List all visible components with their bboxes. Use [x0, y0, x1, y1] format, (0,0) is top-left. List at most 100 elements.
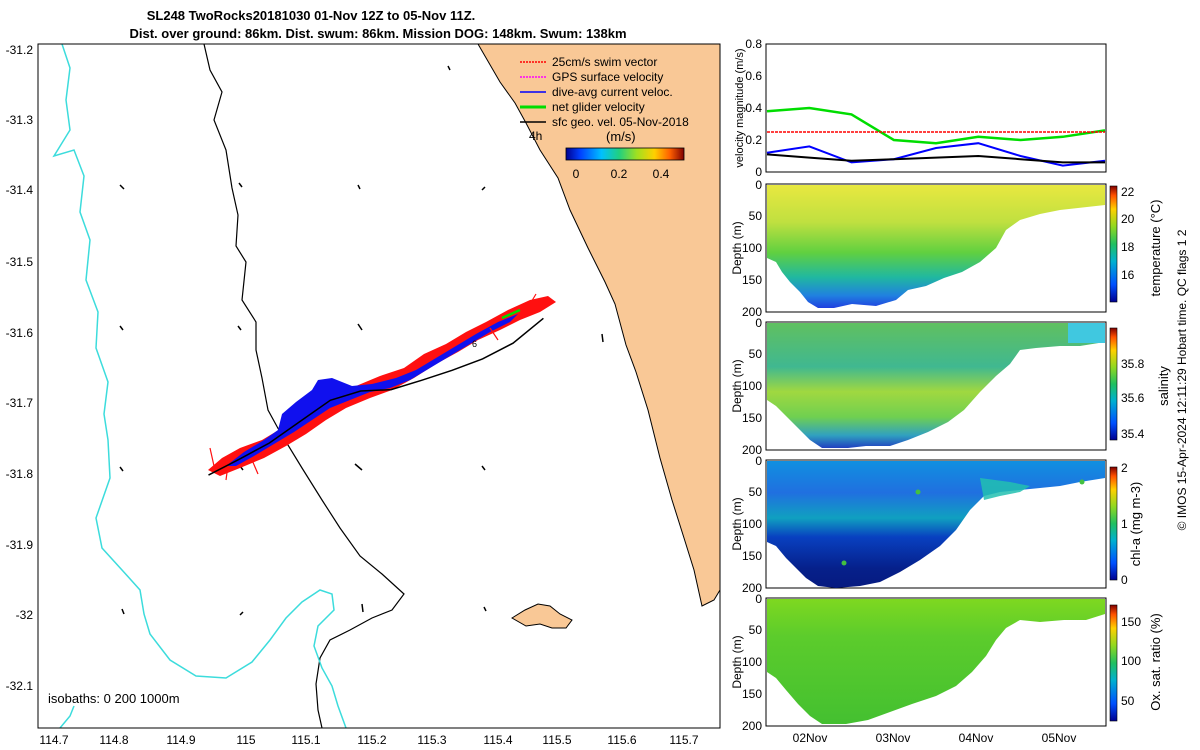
salinity-y-tick: 50 — [749, 347, 763, 361]
oxygen-cb-label: Ox. sat. ratio (%) — [1148, 613, 1163, 711]
legend-label-dive-avg: dive-avg current veloc. — [552, 85, 673, 99]
map-y-tick: -31.6 — [6, 326, 34, 340]
salinity-y-tick: 150 — [742, 411, 762, 425]
map-x-ticks: 114.7 114.8 114.9 115 115.1 115.2 115.3 … — [39, 733, 698, 747]
temperature-y-tick: 150 — [742, 273, 762, 287]
chla-cb-tick: 2 — [1121, 461, 1128, 475]
swim-vector-arrows — [209, 293, 537, 481]
oxygen-colorbar — [1109, 604, 1118, 722]
map-x-tick: 114.9 — [166, 733, 195, 747]
map-y-ticks: -31.2 -31.3 -31.4 -31.5 -31.6 -31.7 -31.… — [6, 43, 34, 693]
velocity-series-line — [766, 153, 1105, 164]
map-y-tick: -32 — [16, 608, 34, 622]
chla-cb-tick: 0 — [1121, 573, 1128, 587]
map-x-tick: 114.8 — [99, 733, 128, 747]
oxygen-y-tick: 0 — [755, 592, 762, 606]
colorbar-tick-0: 0 — [573, 167, 580, 181]
velocity-y-tick: 0.6 — [745, 69, 762, 83]
chla-cb-tick: 1 — [1121, 517, 1128, 531]
velocity-y-tick: 0.8 — [745, 37, 762, 51]
salinity-y-tick: 100 — [742, 379, 762, 393]
velocity-y-tick: 0.4 — [745, 101, 762, 115]
velocity-series-line — [766, 106, 1106, 145]
net-glider-vector — [501, 308, 521, 320]
isobath-note: isobaths: 0 200 1000m — [48, 691, 180, 706]
time-x-tick: 05Nov — [1042, 731, 1077, 745]
colorbar-tick-1: 0.2 — [611, 167, 628, 181]
legend-label-gps: GPS surface velocity — [552, 70, 663, 84]
temperature-ylabel: Depth (m) — [730, 221, 744, 274]
oxygen-cb-tick: 100 — [1121, 654, 1141, 668]
chla-point — [915, 489, 921, 495]
chla-panel: Depth (m) 0 50 100 150 200 2 1 0 chl-a (… — [730, 454, 1143, 595]
glider-marker-label: 6 — [472, 339, 477, 349]
island — [511, 603, 573, 629]
oxygen-cb-tick: 50 — [1121, 694, 1135, 708]
colorbar-unit: (m/s) — [606, 129, 636, 144]
oxygen-y-tick: 150 — [742, 687, 762, 701]
temperature-colorbar — [1109, 185, 1118, 303]
map-x-tick: 115.1 — [291, 733, 320, 747]
temperature-y-tick: 0 — [755, 178, 762, 192]
legend-label-net-glider: net glider velocity — [552, 100, 645, 114]
temperature-y-tick: 200 — [742, 305, 762, 319]
map-x-tick: 114.7 — [39, 733, 68, 747]
time-marker-label: 4h — [529, 129, 542, 143]
map-x-tick: 115.2 — [357, 733, 386, 747]
salinity-cb-tick: 35.8 — [1121, 357, 1145, 371]
legend-label-sfc-geo: sfc geo. vel. 05-Nov-2018 — [552, 115, 689, 129]
colorbar-tick-2: 0.4 — [653, 167, 670, 181]
chla-y-tick: 50 — [749, 485, 763, 499]
chla-colorbar — [1109, 466, 1118, 581]
temperature-cb-tick: 22 — [1121, 185, 1135, 199]
oxygen-panel: Depth (m) 0 50 100 150 200 150 100 50 Ox… — [730, 592, 1163, 733]
velocity-series — [766, 106, 1106, 167]
oxygen-cb-tick: 150 — [1121, 615, 1141, 629]
velocity-ylabel: velocity magnitude (m/s) — [734, 48, 746, 167]
title-line-2: Dist. over ground: 86km. Dist. swum: 86k… — [129, 26, 626, 41]
map-y-tick: -31.8 — [6, 467, 34, 481]
footer-credit: © IMOS 15-Apr-2024 12:11:29 Hobart time.… — [1175, 229, 1189, 530]
glider-track — [208, 317, 544, 476]
time-x-tick: 03Nov — [876, 731, 911, 745]
sfc-geo-vectors — [119, 65, 604, 616]
salinity-y-tick: 200 — [742, 443, 762, 457]
temperature-panel: Depth (m) 0 50 100 150 200 22 20 18 16 t… — [730, 178, 1163, 319]
time-x-ticks: 02Nov 03Nov 04Nov 05Nov — [793, 731, 1077, 745]
salinity-cb-label: salinity — [1156, 366, 1171, 406]
isobath-1000m — [52, 44, 347, 728]
land-coastline — [477, 44, 720, 607]
map-x-tick: 115.4 — [483, 733, 512, 747]
legend-label-swim: 25cm/s swim vector — [552, 55, 657, 69]
chla-point — [841, 560, 847, 566]
time-x-tick: 04Nov — [959, 731, 994, 745]
salinity-surface-patch — [1068, 323, 1105, 343]
title-line-1: SL248 TwoRocks20181030 01-Nov 12Z to 05-… — [147, 8, 476, 23]
map-y-tick: -32.1 — [6, 679, 34, 693]
velocity-series-line — [766, 142, 1106, 167]
temperature-cb-label: temperature (°C) — [1148, 200, 1163, 297]
map-x-tick: 115.7 — [669, 733, 698, 747]
chla-y-tick: 0 — [755, 454, 762, 468]
temperature-y-tick: 100 — [742, 241, 762, 255]
salinity-ylabel: Depth (m) — [730, 359, 744, 412]
oxygen-section — [767, 599, 1105, 724]
map-x-tick: 115 — [236, 733, 255, 747]
map-y-tick: -31.7 — [6, 396, 34, 410]
salinity-colorbar — [1109, 327, 1118, 441]
chla-y-tick: 200 — [742, 581, 762, 595]
map-y-tick: -31.3 — [6, 113, 34, 127]
temperature-cb-tick: 20 — [1121, 212, 1135, 226]
oxygen-y-tick: 100 — [742, 655, 762, 669]
map-y-tick: -31.4 — [6, 183, 34, 197]
map-legend: 25cm/s swim vector GPS surface velocity … — [520, 55, 689, 181]
temperature-section — [767, 185, 1105, 308]
isobath-1000m-fragment — [59, 705, 75, 728]
velocity-y-tick: 0.2 — [745, 133, 762, 147]
salinity-section — [767, 323, 1105, 448]
velocity-y-tick: 0 — [755, 165, 762, 179]
chla-section — [767, 461, 1105, 588]
chla-ylabel: Depth (m) — [730, 497, 744, 550]
map-x-tick: 115.3 — [417, 733, 446, 747]
velocity-colorbar — [565, 147, 685, 161]
